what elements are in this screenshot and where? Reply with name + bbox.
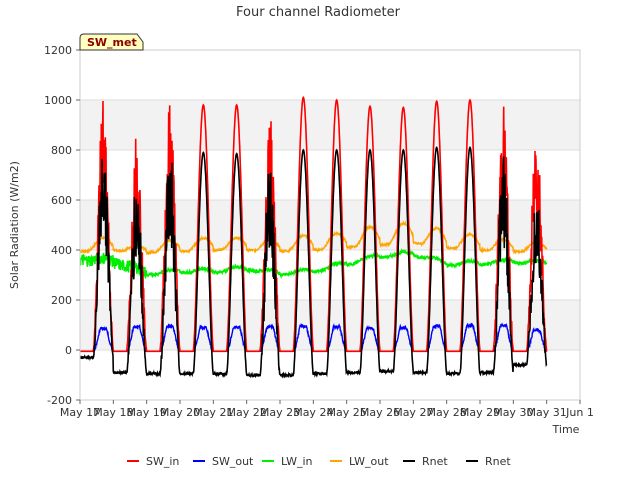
y-tick-label: 200: [51, 294, 72, 307]
y-tick-label: 0: [65, 344, 72, 357]
x-tick-label: May 20: [160, 406, 200, 419]
y-tick-label: 800: [51, 144, 72, 157]
plot-frame: [79, 49, 581, 401]
legend: SW_in SW_out LW_in LW_out Rnet Rnet: [127, 455, 511, 468]
y-tick-label: 1200: [44, 44, 72, 57]
badge-label: SW_met: [87, 36, 137, 49]
x-tick-label: May 31: [527, 406, 567, 419]
x-tick-label: May 25: [327, 406, 367, 419]
x-tick-label: May 26: [360, 406, 400, 419]
legend-label: Rnet: [485, 455, 511, 468]
x-tick-label: May 24: [293, 406, 333, 419]
x-tick-label: Jun 1: [565, 406, 594, 419]
x-tick-label: May 18: [93, 406, 133, 419]
y-tick-label: 1000: [44, 94, 72, 107]
x-tick-label: May 27: [393, 406, 433, 419]
plot-band: [80, 100, 580, 150]
x-tick-label: May 21: [193, 406, 233, 419]
series-rnet-line: [80, 145, 548, 379]
chart-title: Four channel Radiometer: [236, 5, 401, 20]
x-tick-label: May 23: [260, 406, 300, 419]
series-lw-out-line: [80, 220, 548, 256]
y-axis-label: Solar Radiation (W/m2): [8, 161, 21, 289]
x-tick-label: May 28: [427, 406, 467, 419]
y-tick-label: 400: [51, 244, 72, 257]
legend-label: SW_out: [212, 455, 254, 468]
y-tick-label: -200: [47, 394, 72, 407]
y-tick-label: 600: [51, 194, 72, 207]
x-tick-label: May 17: [60, 406, 100, 419]
x-tick-label: May 19: [127, 406, 167, 419]
x-tick-label: May 22: [227, 406, 267, 419]
legend-label: LW_out: [349, 455, 389, 468]
legend-label: SW_in: [146, 455, 179, 468]
sw-met-badge: SW_met: [79, 33, 144, 51]
series-sw-in-line: [80, 95, 548, 353]
series-lw-in-line: [80, 248, 548, 280]
legend-label: Rnet: [422, 455, 448, 468]
x-tick-label: May 29: [460, 406, 500, 419]
x-tick-label: May 30: [493, 406, 533, 419]
legend-label: LW_in: [281, 455, 313, 468]
x-axis-label: Time: [552, 423, 580, 436]
